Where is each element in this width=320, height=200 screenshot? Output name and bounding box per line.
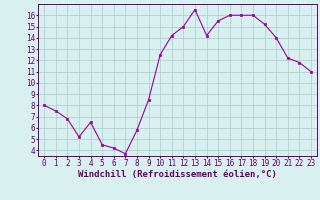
X-axis label: Windchill (Refroidissement éolien,°C): Windchill (Refroidissement éolien,°C) [78,170,277,179]
